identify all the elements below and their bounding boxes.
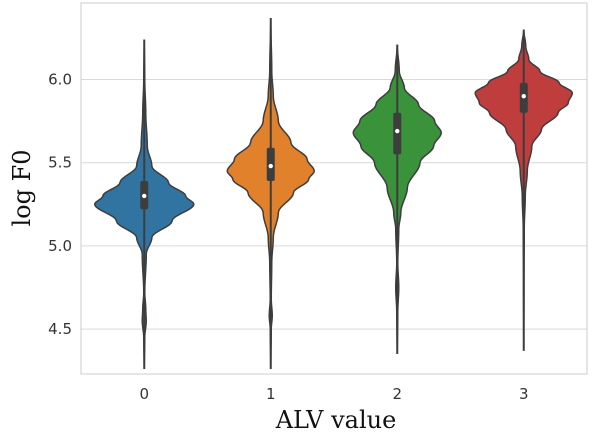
y-tick-label: 6.0 bbox=[48, 71, 72, 89]
x-axis-label: ALV value bbox=[275, 406, 397, 433]
violin-median-dot bbox=[395, 128, 400, 134]
y-tick-label: 5.5 bbox=[48, 154, 72, 172]
plot-frame bbox=[80, 2, 588, 375]
violin-iqr-box bbox=[393, 112, 402, 155]
violin-median-dot bbox=[268, 163, 273, 169]
y-tick-label: 5.0 bbox=[48, 237, 72, 255]
x-tick-label: 0 bbox=[139, 385, 149, 403]
y-tick-label: 4.5 bbox=[48, 320, 72, 338]
violin-median-dot bbox=[142, 193, 147, 199]
violins bbox=[93, 17, 574, 370]
x-tick-label: 2 bbox=[392, 385, 402, 403]
violin-median-dot bbox=[521, 93, 526, 99]
y-axis-label: log F0 bbox=[8, 149, 36, 226]
x-tick-label: 3 bbox=[519, 385, 529, 403]
x-tick-label: 1 bbox=[266, 385, 276, 403]
x-tick-labels: 0 1 2 3 bbox=[139, 385, 528, 403]
y-tick-labels: 4.5 5.0 5.5 6.0 bbox=[48, 71, 72, 339]
